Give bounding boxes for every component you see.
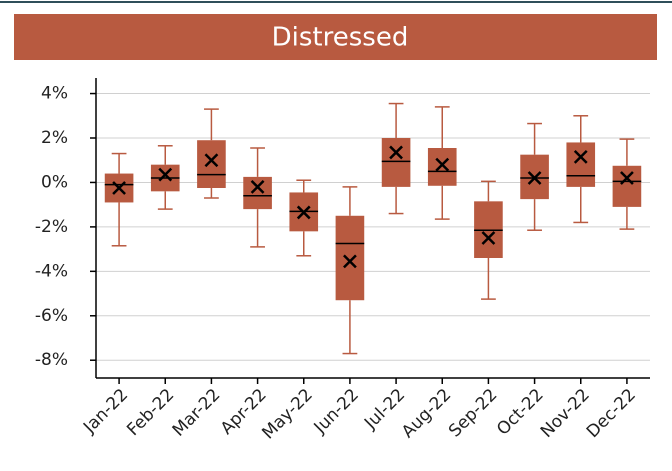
mean-marker	[573, 150, 588, 164]
box	[335, 215, 365, 301]
mean-marker	[343, 254, 357, 269]
y-tick-label: -4%	[35, 261, 68, 281]
x-tick-label: May-22	[258, 385, 316, 443]
mean-marker	[435, 157, 450, 172]
mean-marker	[389, 145, 403, 160]
x-tick-label: Feb-22	[123, 385, 178, 440]
x-tick-label: Jun-22	[310, 385, 363, 438]
chart-title: Distressed	[272, 23, 409, 53]
mean-marker	[250, 180, 265, 194]
y-tick-label: -2%	[35, 217, 68, 237]
box	[197, 140, 226, 188]
box	[566, 142, 596, 187]
mean-marker	[204, 153, 219, 168]
mean-marker	[296, 205, 311, 220]
y-tick-label: 2%	[41, 128, 68, 148]
x-tick-label: Aug-22	[398, 385, 455, 442]
x-tick-label: Mar-22	[169, 385, 225, 441]
box	[612, 165, 642, 207]
mean-marker	[112, 181, 126, 195]
title-band	[14, 14, 657, 60]
y-tick-label: -8%	[35, 350, 68, 370]
y-tick-label: -6%	[35, 306, 68, 326]
x-tick-label: Dec-22	[583, 385, 640, 442]
box	[427, 148, 457, 186]
y-tick-label: 0%	[41, 172, 68, 192]
box	[381, 138, 411, 187]
y-tick-label: 4%	[41, 84, 68, 104]
mean-marker	[620, 171, 634, 185]
x-tick-label: Jan-22	[79, 385, 132, 438]
box	[243, 176, 272, 210]
mean-marker	[481, 231, 496, 245]
x-tick-label: Sep-22	[445, 385, 501, 441]
mean-marker	[158, 167, 173, 182]
x-tick-label: Nov-22	[537, 385, 594, 442]
mean-marker	[527, 171, 542, 185]
